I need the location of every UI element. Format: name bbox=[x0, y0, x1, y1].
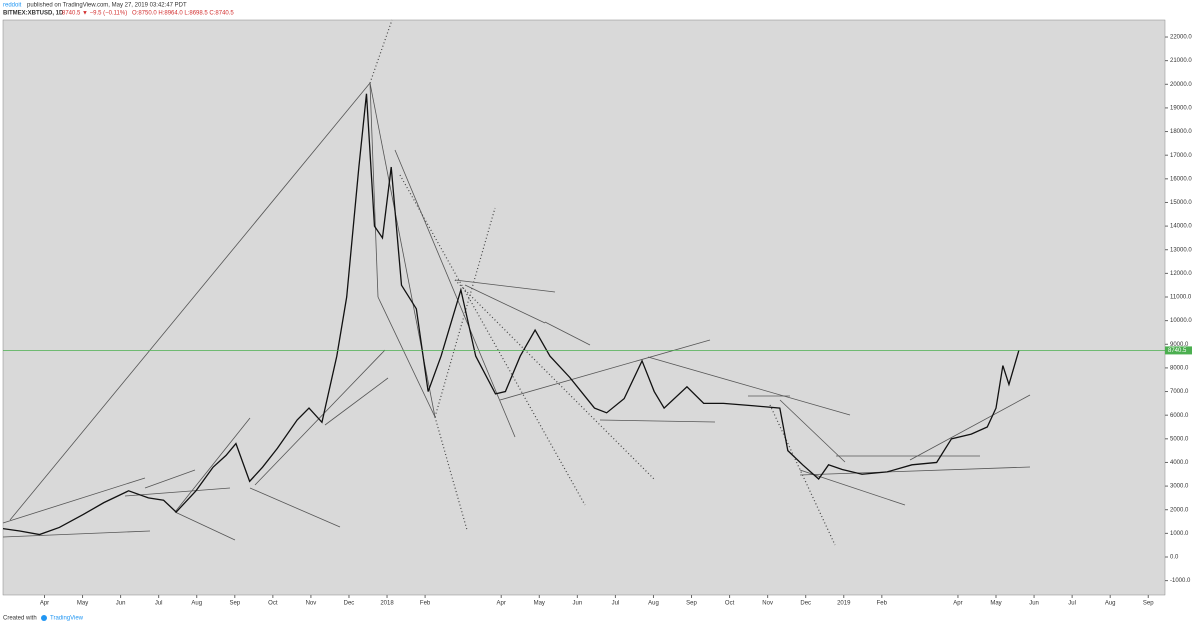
x-tick-label: Feb bbox=[877, 601, 888, 607]
x-tick-label: 2019 bbox=[837, 601, 851, 607]
y-tick-label: 6000.0 bbox=[1170, 413, 1189, 419]
y-tick-label: 22000.0 bbox=[1170, 35, 1192, 41]
brand-logo bbox=[41, 615, 47, 621]
published: published on TradingView.com, May 27, 20… bbox=[27, 3, 187, 9]
y-tick-label: 15000.0 bbox=[1170, 200, 1192, 206]
y-tick-label: 20000.0 bbox=[1170, 82, 1192, 88]
x-tick-label: Sep bbox=[686, 601, 697, 607]
y-tick-label: 2000.0 bbox=[1170, 507, 1189, 513]
x-tick-label: Sep bbox=[1143, 601, 1154, 607]
x-tick-label: Nov bbox=[306, 601, 317, 607]
x-tick-label: 2018 bbox=[380, 601, 394, 607]
y-tick-label: 21000.0 bbox=[1170, 58, 1192, 64]
y-tick-label: 11000.0 bbox=[1170, 295, 1192, 301]
y-tick-label: 16000.0 bbox=[1170, 176, 1192, 182]
change: 8740.5 ▼ −9.5 (−0.11%) bbox=[62, 11, 127, 17]
x-tick-label: May bbox=[534, 601, 545, 607]
x-tick-label: Aug bbox=[648, 601, 659, 607]
x-tick-label: May bbox=[990, 601, 1001, 607]
price-line bbox=[2, 93, 1020, 536]
x-tick-label: Jun bbox=[1029, 601, 1039, 607]
x-tick-label: Oct bbox=[268, 601, 278, 607]
y-tick-label: 8000.0 bbox=[1170, 365, 1189, 371]
symbol: BITMEX:XBTUSD, 1D bbox=[3, 11, 64, 17]
y-tick-label: 9000.0 bbox=[1170, 342, 1189, 348]
x-tick-label: Jul bbox=[155, 601, 163, 607]
y-tick-label: 18000.0 bbox=[1170, 129, 1192, 135]
y-tick-label: 13000.0 bbox=[1170, 247, 1192, 253]
y-tick-label: 10000.0 bbox=[1170, 318, 1192, 324]
x-tick-label: Sep bbox=[229, 601, 240, 607]
y-tick-label: 7000.0 bbox=[1170, 389, 1189, 395]
y-tick-label: 12000.0 bbox=[1170, 271, 1192, 277]
footer-brand: TradingView bbox=[50, 616, 84, 622]
x-tick-label: Aug bbox=[191, 601, 202, 607]
y-tick-label: 14000.0 bbox=[1170, 224, 1192, 230]
footer-created: Created with bbox=[3, 616, 37, 622]
y-tick-label: 1000.0 bbox=[1170, 531, 1189, 537]
x-tick-label: Jul bbox=[612, 601, 620, 607]
x-tick-label: Jul bbox=[1068, 601, 1076, 607]
x-tick-label: May bbox=[77, 601, 88, 607]
y-tick-label: 5000.0 bbox=[1170, 436, 1189, 442]
y-tick-label: 19000.0 bbox=[1170, 106, 1192, 112]
y-tick-label: 17000.0 bbox=[1170, 153, 1192, 159]
x-tick-label: Apr bbox=[953, 601, 962, 607]
x-tick-label: Apr bbox=[40, 601, 49, 607]
x-tick-label: Jun bbox=[572, 601, 582, 607]
x-tick-label: Jun bbox=[116, 601, 126, 607]
x-tick-label: Apr bbox=[497, 601, 506, 607]
x-tick-label: Oct bbox=[725, 601, 735, 607]
y-tick-label: 3000.0 bbox=[1170, 484, 1189, 490]
x-tick-label: Feb bbox=[420, 601, 431, 607]
x-tick-label: Aug bbox=[1105, 601, 1116, 607]
x-tick-label: Nov bbox=[762, 601, 773, 607]
x-tick-label: Dec bbox=[800, 601, 811, 607]
y-tick-label: 0.0 bbox=[1170, 555, 1179, 561]
x-tick-label: Dec bbox=[344, 601, 355, 607]
last-price-box bbox=[1165, 346, 1192, 355]
author: reddoit bbox=[3, 3, 22, 9]
y-tick-label: -1000.0 bbox=[1170, 578, 1191, 584]
plot-area bbox=[2, 19, 1166, 596]
last-price-label: 8740.5 bbox=[1168, 348, 1187, 354]
ohlc: O:8750.0 H:8964.0 L:8698.5 C:8740.5 bbox=[132, 11, 234, 17]
y-tick-label: 4000.0 bbox=[1170, 460, 1189, 466]
